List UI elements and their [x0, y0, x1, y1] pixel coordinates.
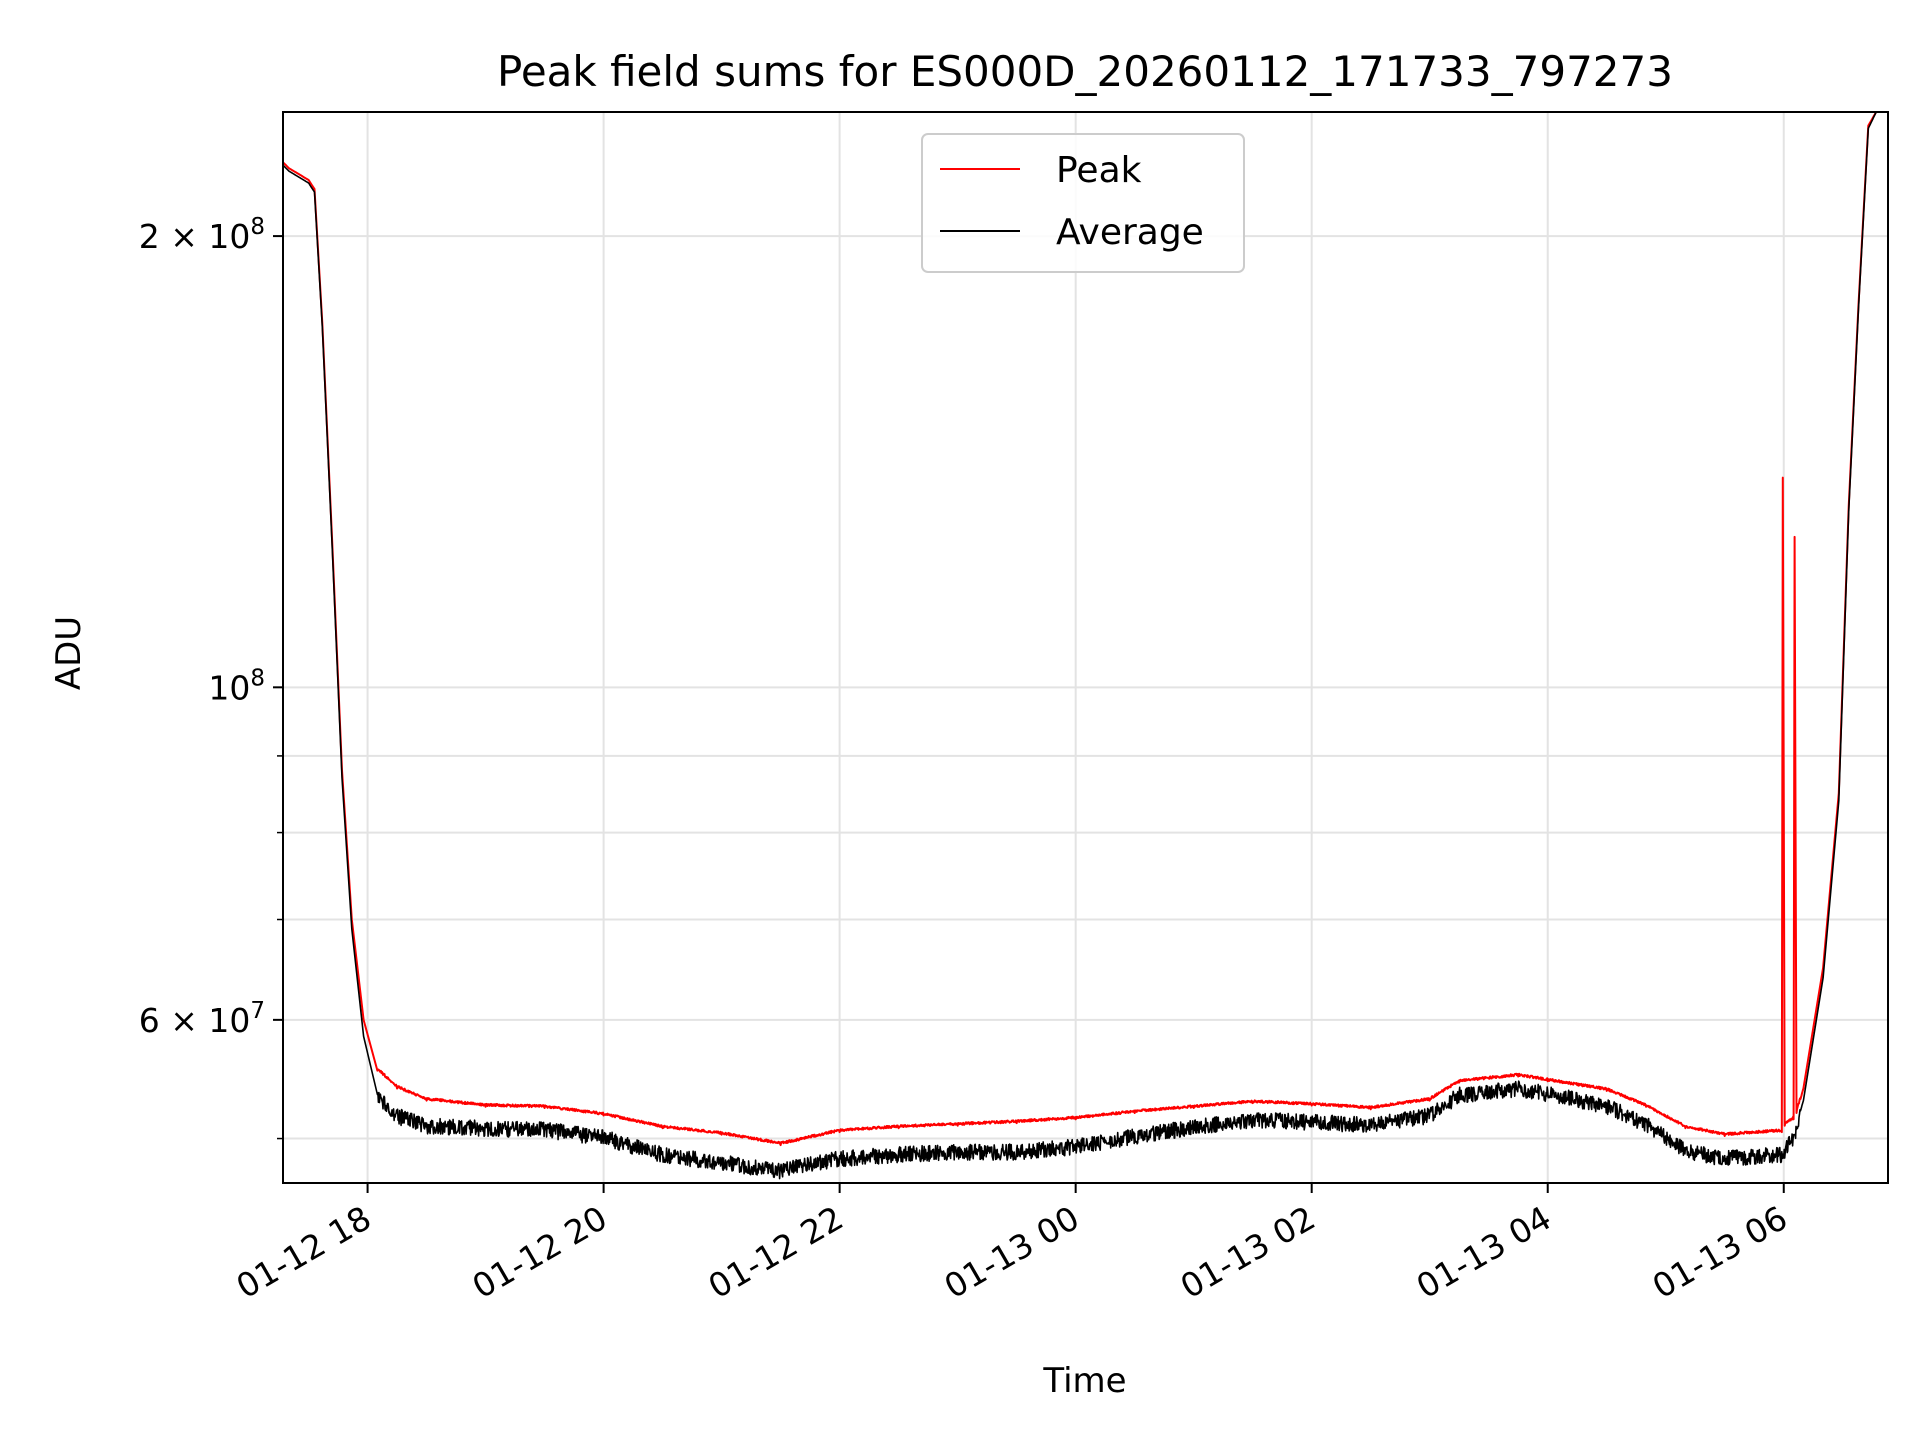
y-tick-mantissa: 6: [139, 1001, 160, 1040]
chart-title: Peak field sums for ES000D_20260112_1717…: [497, 47, 1673, 96]
y-tick-exponent: 8: [250, 665, 265, 691]
y-tick-base: 10: [208, 668, 250, 707]
y-tick-mantissa: 2: [139, 217, 160, 256]
axes-frame: [282, 111, 1889, 1184]
y-tick-exponent: 8: [250, 214, 265, 240]
legend: Peak Average: [921, 133, 1245, 273]
y-tick-label: 108: [208, 665, 265, 707]
plot-area: [283, 112, 1888, 1180]
y-tick-label: 6 × 107: [139, 998, 265, 1040]
series-line-average: [283, 112, 1888, 1180]
y-tick-times: × 10: [160, 217, 251, 256]
legend-label-peak: Peak: [1056, 150, 1142, 191]
series-group: [283, 112, 1888, 1180]
x-axis-label: Time: [1042, 1361, 1126, 1401]
series-line-peak: [283, 112, 1888, 1147]
y-tick-label: 2 × 108: [139, 214, 265, 256]
y-axis-label: ADU: [49, 616, 89, 690]
y-tick-times: × 10: [160, 1001, 251, 1040]
y-tick-exponent: 7: [250, 998, 265, 1024]
grid: [283, 112, 1888, 1183]
legend-label-average: Average: [1056, 212, 1204, 253]
